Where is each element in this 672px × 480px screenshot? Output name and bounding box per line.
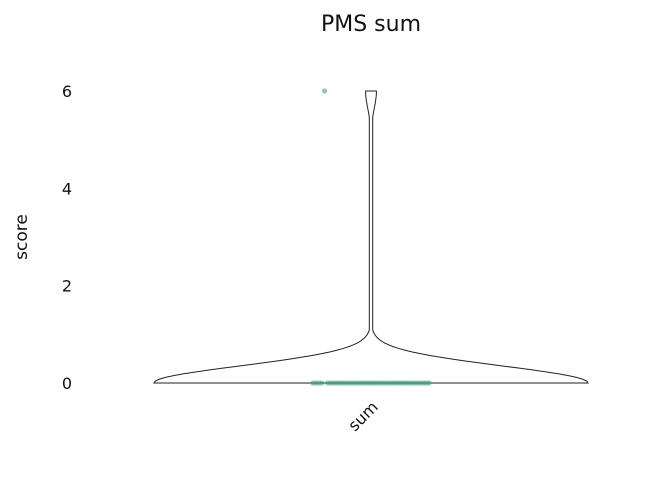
chart-title: PMS sum <box>321 12 421 37</box>
x-axis-ticks: sum <box>344 397 382 435</box>
y-tick-label: 0 <box>62 374 72 393</box>
data-point <box>426 380 432 386</box>
y-tick-label: 6 <box>62 82 72 101</box>
y-axis-label: score <box>12 214 32 260</box>
data-point <box>345 380 351 386</box>
violin-sum <box>153 90 589 384</box>
data-point <box>368 380 374 386</box>
y-tick-label: 4 <box>62 179 72 198</box>
data-point <box>391 380 397 386</box>
data-point <box>356 380 362 386</box>
y-tick-label: 2 <box>62 277 72 296</box>
violin-shapes <box>153 90 589 384</box>
data-point <box>414 380 420 386</box>
x-tick-label: sum <box>344 397 382 435</box>
data-point <box>403 380 409 386</box>
data-point <box>319 380 325 386</box>
data-point <box>333 380 339 386</box>
data-points <box>310 88 432 386</box>
data-point <box>380 380 386 386</box>
y-axis-ticks: 0 2 4 6 <box>62 82 72 393</box>
data-point <box>322 88 328 94</box>
